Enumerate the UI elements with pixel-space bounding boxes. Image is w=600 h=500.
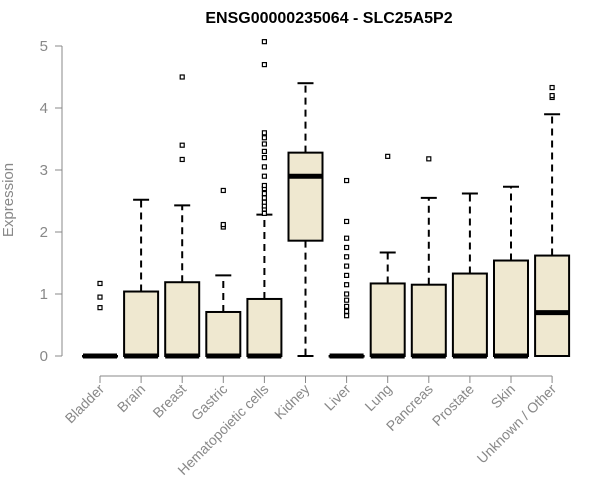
- outlier-point: [344, 177, 350, 184]
- outlier-point: [344, 244, 350, 251]
- x-tick-label: Prostate: [429, 381, 477, 429]
- outlier-point: [261, 155, 267, 161]
- outlier-point: [344, 282, 350, 288]
- box: [493, 259, 529, 357]
- outlier-point: [261, 182, 267, 189]
- outlier-point: [344, 218, 350, 225]
- y-tick-label: 5: [40, 38, 48, 55]
- x-tick-label: Breast: [149, 381, 189, 421]
- box: [451, 272, 488, 358]
- x-tick-label: Liver: [321, 381, 354, 414]
- outlier-point: [344, 303, 350, 309]
- outlier-point: [261, 39, 267, 45]
- y-tick-label: 3: [40, 162, 48, 179]
- x-tick-label: Lung: [361, 381, 394, 414]
- box: [534, 254, 571, 357]
- box-group: [534, 84, 571, 357]
- outlier-point: [344, 254, 350, 260]
- outlier-point: [549, 92, 555, 99]
- outlier-point: [344, 308, 350, 314]
- outlier-point: [261, 135, 267, 141]
- x-tick-label: Skin: [488, 381, 519, 412]
- box: [410, 283, 447, 358]
- y-axis-label: Expression: [0, 163, 17, 237]
- box: [369, 282, 406, 357]
- y-tick-label: 1: [40, 286, 48, 303]
- outlier-point: [261, 195, 267, 201]
- outlier-point: [344, 263, 350, 269]
- boxes-layer: [82, 39, 571, 359]
- outlier-point: [261, 164, 267, 170]
- box-group: [451, 192, 488, 359]
- outlier-point: [344, 291, 350, 297]
- x-tick-label: Brain: [114, 381, 148, 415]
- outlier-point: [426, 156, 432, 162]
- outlier-point: [97, 305, 103, 311]
- outlier-point: [261, 210, 267, 216]
- outlier-point: [549, 84, 555, 91]
- outlier-point: [261, 190, 267, 197]
- outlier-point: [344, 297, 350, 303]
- box: [164, 281, 201, 357]
- outlier-point: [179, 156, 185, 163]
- x-tick-label: Bladder: [62, 381, 108, 427]
- x-tick-label: Kidney: [271, 381, 313, 423]
- y-axis: 0 1 2 3 4 5: [40, 38, 63, 365]
- box-group: [205, 187, 242, 359]
- outlier-point: [179, 142, 185, 148]
- outlier-point: [261, 148, 267, 154]
- box-group: [369, 153, 406, 359]
- outlier-point: [97, 280, 103, 287]
- outlier-point: [261, 61, 267, 68]
- outlier-point: [344, 313, 350, 319]
- box-group: [493, 185, 529, 359]
- chart-title: ENSG00000235064 - SLC25A5P2: [205, 10, 452, 27]
- outlier-point: [344, 235, 350, 241]
- box-group: [328, 177, 365, 359]
- outlier-point: [220, 187, 226, 194]
- outlier-point: [97, 294, 103, 300]
- outlier-point: [220, 221, 226, 228]
- outlier-point: [385, 153, 391, 159]
- box: [246, 297, 283, 357]
- box-group: [287, 82, 324, 357]
- box: [123, 290, 160, 357]
- outlier-point: [261, 199, 267, 205]
- box-group: [82, 280, 118, 359]
- outlier-point: [261, 173, 267, 179]
- box: [287, 151, 324, 242]
- outlier-point: [179, 74, 185, 80]
- y-tick-label: 2: [40, 224, 48, 241]
- y-tick-label: 4: [40, 100, 48, 117]
- box: [205, 310, 242, 358]
- box-group: [123, 198, 160, 359]
- outlier-point: [261, 141, 267, 147]
- outlier-point: [261, 130, 267, 136]
- y-tick-label: 0: [40, 348, 48, 365]
- box-group: [164, 74, 201, 359]
- outlier-point: [344, 272, 350, 278]
- box-group: [410, 156, 447, 359]
- box-group: [246, 39, 283, 359]
